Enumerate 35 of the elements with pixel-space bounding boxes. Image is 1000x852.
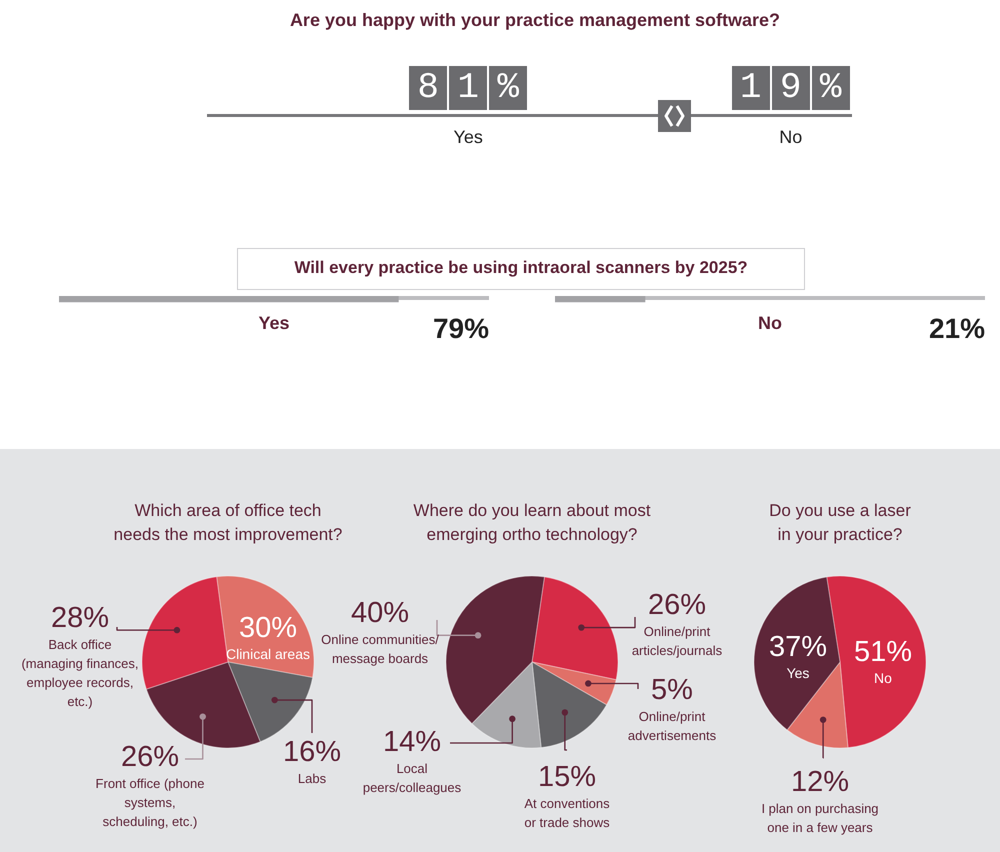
data-label: 30% xyxy=(238,611,298,645)
slice-label: Yes xyxy=(786,664,810,683)
data-label: 26% xyxy=(646,588,708,622)
category-label: Yes xyxy=(258,313,290,333)
data-label: 40% xyxy=(350,596,410,630)
text: Are you happy with your practice management software? xyxy=(288,9,782,31)
data-label: 37% xyxy=(768,630,828,664)
chart-title: Do you use a laser in your practice? xyxy=(768,500,912,546)
slice-label: Back office (managing finances, employee records, etc.) xyxy=(20,636,140,711)
slice-label: No xyxy=(873,669,893,688)
slice-label: Front office (phone systems, scheduling, etc.) xyxy=(94,775,206,831)
slice-label: Online/print articles/journals xyxy=(630,623,724,660)
slice-label: At conventions or trade shows xyxy=(523,795,611,832)
chart-title: Where do you learn about most emerging ortho technology? xyxy=(412,500,652,546)
data-label: 28% xyxy=(50,601,110,635)
slice-label: Online/print advertisements xyxy=(626,708,718,745)
data-label: 15% xyxy=(536,760,598,794)
slice-label: I plan on purchasing one in a few years xyxy=(760,800,880,837)
data-label: 16% xyxy=(282,735,342,769)
data-label: 5% xyxy=(650,673,694,707)
category-label: No xyxy=(758,313,782,333)
chart-title: Which area of office tech needs the most improvement? xyxy=(112,500,344,546)
slice-label: Online communities/message boards xyxy=(320,631,440,668)
data-label: 26% xyxy=(120,740,180,774)
text: Will every practice be using intraoral scanners by 2025? xyxy=(293,257,749,278)
data-label: 79% xyxy=(432,312,489,346)
category-label: No xyxy=(778,126,804,148)
data-label: 51% xyxy=(852,635,914,669)
data-label: 12% xyxy=(790,765,850,799)
slice-label: Labs xyxy=(296,770,328,788)
category-label: Yes xyxy=(452,126,484,148)
data-label: 14% xyxy=(382,725,442,759)
slice-label: Local peers/colleagues xyxy=(362,760,462,797)
data-label: 21% xyxy=(928,312,985,346)
slice-label: Clinical areas xyxy=(224,645,312,664)
